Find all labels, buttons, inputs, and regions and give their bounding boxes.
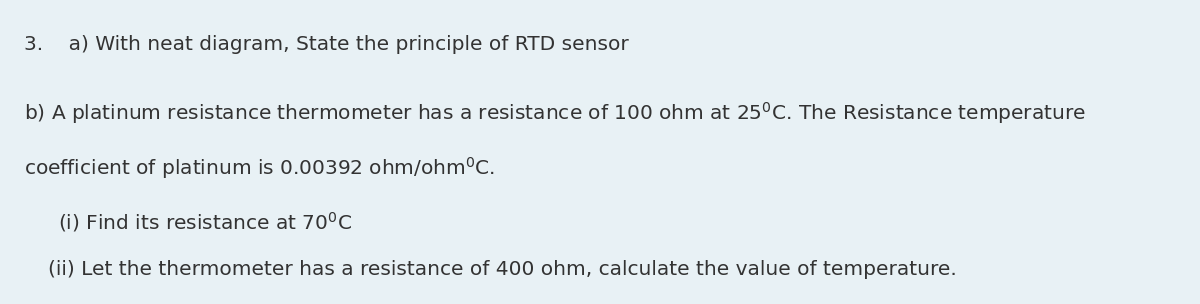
Text: 3.    a) With neat diagram, State the principle of RTD sensor: 3. a) With neat diagram, State the princ… xyxy=(24,35,629,54)
Text: coefficient of platinum is 0.00392 ohm/ohm$^{0}$C.: coefficient of platinum is 0.00392 ohm/o… xyxy=(24,155,494,181)
Text: (ii) Let the thermometer has a resistance of 400 ohm, calculate the value of tem: (ii) Let the thermometer has a resistanc… xyxy=(48,260,956,279)
Text: b) A platinum resistance thermometer has a resistance of 100 ohm at 25$^{0}$C. T: b) A platinum resistance thermometer has… xyxy=(24,100,1086,126)
Text: (i) Find its resistance at 70$^{0}$C: (i) Find its resistance at 70$^{0}$C xyxy=(58,210,352,234)
